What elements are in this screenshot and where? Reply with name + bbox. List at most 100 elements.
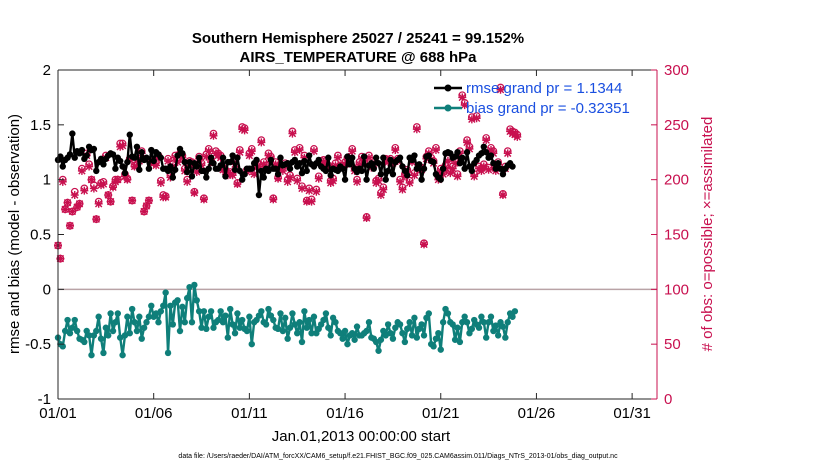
- bias-point: [341, 327, 349, 335]
- obs-assimilated-point: [144, 196, 153, 205]
- bias-point: [126, 330, 133, 337]
- rmse-point: [133, 143, 141, 150]
- rmse-point: [205, 165, 212, 172]
- bias-point: [112, 319, 119, 326]
- bias-point: [277, 310, 284, 317]
- rmse-point: [174, 152, 181, 159]
- bias-point: [444, 310, 452, 317]
- x-tick-label: 01/26: [518, 405, 556, 422]
- bias-point: [248, 340, 255, 348]
- obs-assimilated-point: [106, 197, 115, 206]
- rmse-point: [231, 166, 239, 173]
- rmse-point: [100, 161, 107, 168]
- obs-assimilated-point: [309, 147, 318, 156]
- rmse-point: [78, 146, 86, 154]
- x-tick-label: 01/31: [613, 405, 651, 422]
- obs-assimilated-point: [357, 154, 366, 163]
- obs-assimilated-point: [448, 164, 457, 173]
- rmse-point: [169, 174, 177, 181]
- obs-assimilated-point: [233, 180, 242, 189]
- legend-rmse-marker: [444, 84, 452, 92]
- x-axis-label: Jan.01,2013 00:00:00 start: [272, 428, 451, 445]
- obs-assimilated-point: [142, 201, 151, 210]
- rmse-point: [207, 154, 215, 161]
- plot-background: [58, 70, 657, 399]
- rmse-point: [286, 165, 294, 172]
- legend-rmse-label: rmse grand pr = 1.1344: [466, 80, 622, 97]
- bias-point: [203, 325, 210, 333]
- bias-point: [88, 351, 95, 359]
- obs-assimilated-point: [465, 144, 474, 153]
- bias-point: [305, 316, 313, 324]
- obs-assimilated-point: [467, 115, 476, 124]
- obs-assimilated-point: [489, 149, 498, 158]
- rmse-point: [284, 160, 291, 167]
- obs-assimilated-point: [458, 93, 467, 102]
- rmse-point: [497, 165, 504, 172]
- obs-assimilated-point: [498, 191, 507, 200]
- bias-series: [54, 281, 519, 359]
- bias-point: [279, 327, 287, 335]
- bias-point: [485, 319, 492, 326]
- rmse-point: [138, 149, 145, 156]
- bias-point: [351, 336, 358, 343]
- rmse-point: [387, 156, 394, 164]
- bias-point: [332, 319, 339, 326]
- bias-point: [157, 308, 165, 315]
- bias-point: [100, 349, 107, 357]
- bias-point: [217, 308, 224, 315]
- bias-point: [195, 308, 203, 315]
- obs-assimilated-point: [302, 197, 311, 206]
- rmse-point: [322, 167, 330, 175]
- obs-assimilated-point: [164, 157, 173, 166]
- obs-assimilated-point: [61, 205, 70, 214]
- bias-point: [344, 340, 351, 348]
- obs-assimilated-point: [364, 153, 373, 162]
- obs-assimilated-point: [329, 176, 338, 185]
- bias-point: [210, 324, 217, 331]
- bias-point: [396, 321, 404, 328]
- rmse-point: [219, 154, 227, 161]
- rmse-point: [439, 165, 447, 172]
- rmse-point: [83, 152, 90, 159]
- bias-point: [143, 319, 150, 326]
- bias-point: [327, 332, 334, 339]
- bias-point: [71, 316, 78, 324]
- rmse-point: [346, 161, 354, 168]
- obs-assimilated-point: [333, 153, 342, 162]
- obs-assimilated-point: [99, 180, 108, 189]
- bias-point: [289, 310, 296, 317]
- obs-assimilated-point: [479, 162, 488, 171]
- rmse-point: [210, 160, 217, 167]
- y2-tick-label: 300: [664, 62, 689, 79]
- bias-point: [430, 343, 437, 350]
- obs-assimilated-point: [80, 186, 89, 195]
- rmse-point: [126, 131, 133, 138]
- rmse-point: [229, 152, 236, 159]
- obs-assimilated-point: [460, 101, 469, 110]
- y-tick-label: 0: [43, 281, 51, 298]
- obs-assimilated-point: [123, 175, 132, 184]
- bias-point: [487, 313, 495, 320]
- bias-point: [119, 351, 126, 359]
- rmse-point: [265, 167, 272, 175]
- obs-assimilated-point: [116, 142, 125, 151]
- bias-point: [463, 319, 471, 326]
- rmse-point: [255, 191, 263, 199]
- rmse-point: [222, 173, 229, 180]
- bias-point: [186, 283, 193, 291]
- bias-point: [401, 338, 409, 346]
- bias-point: [131, 319, 138, 326]
- obs-assimilated-point: [87, 175, 96, 184]
- bias-point: [64, 316, 71, 324]
- bias-point: [494, 332, 502, 339]
- rmse-point: [301, 157, 308, 165]
- bias-point: [451, 336, 459, 343]
- rmse-point: [492, 165, 499, 172]
- bias-point: [404, 325, 411, 333]
- obs-assimilated-point: [286, 173, 295, 182]
- obs-assimilated-point: [295, 146, 304, 155]
- rmse-point: [490, 160, 497, 167]
- bias-point: [116, 334, 124, 341]
- rmse-point: [258, 167, 265, 175]
